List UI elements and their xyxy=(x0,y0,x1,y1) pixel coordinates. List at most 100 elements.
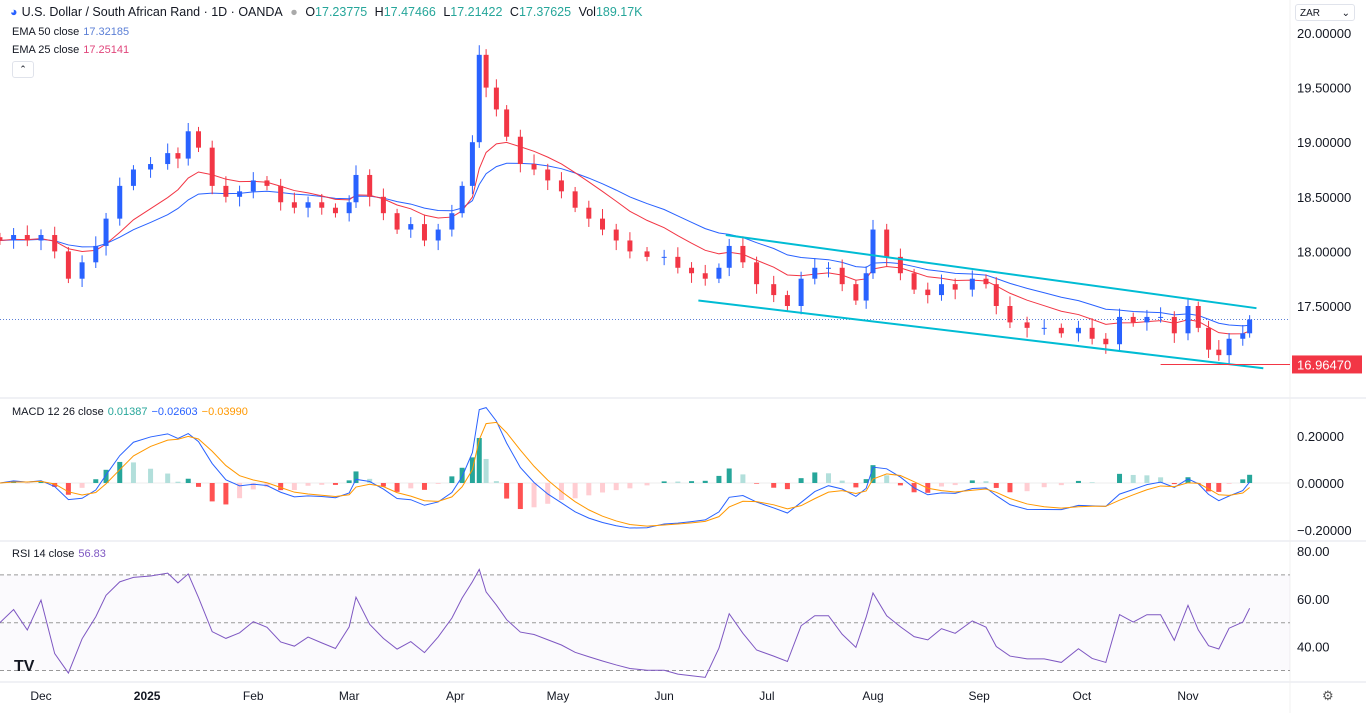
time-tick-label: Sep xyxy=(968,689,990,703)
macd-histogram-bar xyxy=(1216,483,1222,492)
macd-histogram-bar xyxy=(825,473,831,483)
collapse-legend-button[interactable]: ⌃ xyxy=(12,61,34,78)
macd-histogram-bar xyxy=(332,483,338,485)
macd-histogram-bar xyxy=(476,437,482,483)
candle-body xyxy=(367,174,373,197)
macd-histogram-bar xyxy=(740,474,746,483)
macd-histogram-bar xyxy=(1130,474,1136,483)
candle-body xyxy=(52,235,58,252)
candle-body xyxy=(1117,316,1123,345)
ema50-legend[interactable]: EMA 50 close 17.32185 xyxy=(12,26,130,38)
time-tick-label: Feb xyxy=(243,689,264,703)
candle-body xyxy=(798,278,804,306)
macd-histogram-bar xyxy=(1117,473,1123,483)
candle-body xyxy=(1158,316,1164,318)
time-tick-label: Mar xyxy=(339,689,360,703)
candle-body xyxy=(884,229,890,257)
candle-body xyxy=(1075,327,1081,334)
macd-histogram-bar xyxy=(702,480,708,483)
time-tick-label: Oct xyxy=(1073,689,1092,703)
macd-tick-label: 0.00000 xyxy=(1297,476,1344,491)
macd-histogram-bar xyxy=(863,479,869,483)
macd-histogram-bar xyxy=(353,471,359,483)
macd-histogram-bar xyxy=(408,483,414,489)
macd-histogram-bar xyxy=(1185,477,1191,483)
candle-body xyxy=(1216,349,1222,356)
macd-histogram-bar xyxy=(993,483,999,488)
candle-body xyxy=(264,180,270,186)
currency-select[interactable]: ZAR ⌄ xyxy=(1295,4,1355,21)
candle-body xyxy=(784,295,790,306)
macd-histogram-bar xyxy=(1240,479,1246,483)
macd-histogram-bar xyxy=(627,483,633,489)
flag-icon: ◕ xyxy=(10,5,18,19)
candle-body xyxy=(0,237,3,241)
candle-body xyxy=(408,224,414,230)
macd-histogram-bar xyxy=(319,483,325,485)
candle-body xyxy=(469,142,475,186)
low-value: 17.21422 xyxy=(450,5,503,19)
macd-histogram-bar xyxy=(394,483,400,492)
rsi-tick-label: 60.00 xyxy=(1297,592,1330,607)
macd-legend[interactable]: MACD 12 26 close 0.01387 −0.02603 −0.03990 xyxy=(12,406,248,418)
candle-body xyxy=(195,131,201,148)
open-value: 17.23775 xyxy=(315,5,368,19)
macd-histogram-bar xyxy=(716,475,722,483)
candle-body xyxy=(897,256,903,274)
macd-histogram-bar xyxy=(493,481,499,483)
macd-tick-label: −0.20000 xyxy=(1297,523,1352,538)
macd-histogram-bar xyxy=(103,469,109,483)
volume-value: 189.17K xyxy=(595,5,643,19)
candle-body xyxy=(925,289,931,296)
macd-histogram-bar xyxy=(1144,475,1150,483)
macd-histogram-bar xyxy=(644,483,650,486)
macd-histogram-bar xyxy=(1158,477,1164,483)
macd-histogram-bar xyxy=(1075,480,1081,483)
market-status-icon: ● xyxy=(290,5,298,19)
candle-body xyxy=(103,218,109,246)
candle-body xyxy=(209,147,215,186)
candle-body xyxy=(476,54,482,143)
macd-histogram-bar xyxy=(38,482,44,483)
macd-histogram-bar xyxy=(223,483,229,505)
macd-histogram-bar xyxy=(449,476,455,483)
candle-body xyxy=(993,284,999,306)
candle-body xyxy=(1206,327,1212,350)
candle-body xyxy=(702,273,708,279)
candle-body xyxy=(1171,316,1177,334)
candle-body xyxy=(250,180,256,192)
candle-body xyxy=(517,136,523,165)
macd-histogram-bar xyxy=(185,478,191,483)
price-tick-label: 19.50000 xyxy=(1297,81,1351,96)
macd-histogram-bar xyxy=(798,478,804,483)
candle-body xyxy=(504,109,510,137)
candle-body xyxy=(421,224,427,241)
ema25-legend[interactable]: EMA 25 close 17.25141 xyxy=(12,44,130,56)
candle-body xyxy=(305,202,311,208)
ema25-line xyxy=(0,141,1250,335)
macd-histogram-bar xyxy=(93,479,99,483)
candle-body xyxy=(558,180,564,192)
candle-body xyxy=(319,202,325,208)
candle-body xyxy=(853,284,859,301)
settings-gear-icon[interactable]: ⚙ xyxy=(1322,688,1334,703)
candle-body xyxy=(740,245,746,263)
candle-body xyxy=(1144,316,1150,323)
macd-line xyxy=(0,407,1251,529)
candle-body xyxy=(812,267,818,279)
macd-histogram-bar xyxy=(1089,482,1095,483)
macd-histogram-bar xyxy=(250,483,256,490)
candle-body xyxy=(627,240,633,252)
macd-histogram-bar xyxy=(291,483,297,491)
rsi-legend[interactable]: RSI 14 close 56.83 xyxy=(12,548,106,560)
macd-histogram-bar xyxy=(884,475,890,483)
channel-upper-line xyxy=(725,234,1257,310)
macd-histogram-bar xyxy=(754,483,760,484)
macd-histogram-bar xyxy=(148,468,154,483)
macd-histogram-bar xyxy=(689,481,695,483)
candle-body xyxy=(969,278,975,290)
macd-histogram-bar xyxy=(531,483,537,508)
macd-histogram-bar xyxy=(1007,483,1013,493)
rsi-tick-label: 40.00 xyxy=(1297,640,1330,655)
